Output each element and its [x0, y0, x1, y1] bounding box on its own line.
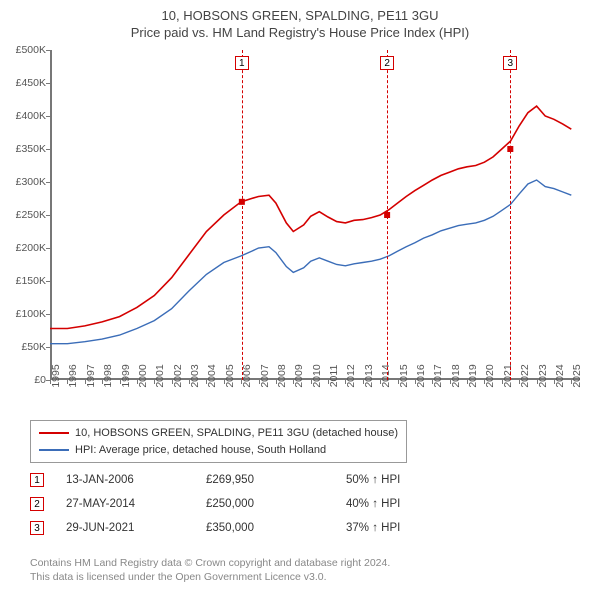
x-tick-label: 2025 [571, 364, 583, 387]
marker-vline [387, 50, 388, 380]
transaction-date: 29-JUN-2021 [66, 522, 206, 534]
transaction-marker: 2 [30, 497, 44, 511]
y-tick-label: £0 [2, 374, 46, 386]
title-subtitle: Price paid vs. HM Land Registry's House … [0, 25, 600, 40]
y-tick-label: £350K [2, 143, 46, 155]
marker-label: 2 [380, 56, 394, 70]
transaction-price: £269,950 [206, 474, 346, 486]
legend-swatch [39, 449, 69, 451]
transaction-diff: 40% ↑ HPI [346, 498, 506, 510]
y-tick-label: £150K [2, 275, 46, 287]
transaction-marker: 1 [30, 473, 44, 487]
x-tick-label: 2011 [328, 365, 340, 388]
transaction-row: 3 29-JUN-2021£350,00037% ↑ HPI [30, 516, 580, 540]
x-tick-label: 2007 [259, 364, 271, 387]
transaction-diff: 37% ↑ HPI [346, 522, 506, 534]
x-tick-label: 1997 [85, 364, 97, 387]
transaction-date: 13-JAN-2006 [66, 474, 206, 486]
marker-vline [510, 50, 511, 380]
footer-line2: This data is licensed under the Open Gov… [30, 570, 588, 584]
x-tick-label: 2003 [189, 364, 201, 387]
x-tick-label: 1996 [67, 364, 79, 387]
y-tick-label: £500K [2, 44, 46, 56]
x-tick-label: 2019 [467, 364, 479, 387]
x-tick-label: 2024 [554, 364, 566, 387]
y-tick-label: £50K [2, 341, 46, 353]
x-tick-label: 2016 [415, 364, 427, 387]
transactions-table: 1 13-JAN-2006£269,95050% ↑ HPI 2 27-MAY-201… [30, 468, 580, 540]
x-tick-label: 2006 [241, 364, 253, 387]
y-tick-label: £300K [2, 176, 46, 188]
x-tick-label: 2023 [537, 364, 549, 387]
x-tick-label: 2004 [206, 364, 218, 387]
x-tick-label: 2021 [502, 364, 514, 387]
x-tick-label: 2015 [398, 364, 410, 387]
transaction-price: £250,000 [206, 498, 346, 510]
x-tick-label: 2013 [363, 364, 375, 387]
legend-label: HPI: Average price, detached house, Sout… [75, 442, 326, 459]
x-tick-label: 2017 [432, 364, 444, 387]
transaction-diff: 50% ↑ HPI [346, 474, 506, 486]
legend: 10, HOBSONS GREEN, SPALDING, PE11 3GU (d… [30, 420, 407, 463]
x-tick-label: 2008 [276, 364, 288, 387]
x-tick-label: 1998 [102, 364, 114, 387]
y-tick-label: £450K [2, 77, 46, 89]
x-tick-label: 2005 [224, 364, 236, 387]
marker-label: 3 [503, 56, 517, 70]
x-tick-label: 2009 [293, 364, 305, 387]
legend-row: HPI: Average price, detached house, Sout… [39, 442, 398, 459]
x-tick-label: 1995 [50, 364, 62, 387]
y-tick-label: £250K [2, 209, 46, 221]
chart-area: £0£50K£100K£150K£200K£250K£300K£350K£400… [50, 50, 580, 380]
transaction-marker: 3 [30, 521, 44, 535]
x-tick-label: 2001 [154, 364, 166, 387]
footer-line1: Contains HM Land Registry data © Crown c… [30, 556, 588, 570]
title-address: 10, HOBSONS GREEN, SPALDING, PE11 3GU [0, 8, 600, 23]
y-tick-label: £100K [2, 308, 46, 320]
x-tick-label: 1999 [120, 364, 132, 387]
marker-label: 1 [235, 56, 249, 70]
transaction-row: 2 27-MAY-2014£250,00040% ↑ HPI [30, 492, 580, 516]
y-tick-label: £400K [2, 110, 46, 122]
series-line [50, 180, 571, 344]
legend-label: 10, HOBSONS GREEN, SPALDING, PE11 3GU (d… [75, 425, 398, 442]
legend-row: 10, HOBSONS GREEN, SPALDING, PE11 3GU (d… [39, 425, 398, 442]
x-tick-label: 2000 [137, 364, 149, 387]
x-tick-label: 2018 [450, 364, 462, 387]
transaction-row: 1 13-JAN-2006£269,95050% ↑ HPI [30, 468, 580, 492]
chart-svg [50, 50, 580, 380]
marker-vline [242, 50, 243, 380]
x-tick-label: 2022 [519, 364, 531, 387]
title-block: 10, HOBSONS GREEN, SPALDING, PE11 3GU Pr… [0, 0, 600, 40]
x-tick-label: 2020 [484, 364, 496, 387]
transaction-price: £350,000 [206, 522, 346, 534]
series-line [50, 106, 571, 328]
x-tick-label: 2010 [311, 364, 323, 387]
legend-swatch [39, 432, 69, 434]
transaction-date: 27-MAY-2014 [66, 498, 206, 510]
y-tick-label: £200K [2, 242, 46, 254]
footer: Contains HM Land Registry data © Crown c… [30, 556, 588, 584]
x-tick-label: 2002 [172, 364, 184, 387]
figure-container: 10, HOBSONS GREEN, SPALDING, PE11 3GU Pr… [0, 0, 600, 590]
x-tick-label: 2012 [345, 364, 357, 387]
